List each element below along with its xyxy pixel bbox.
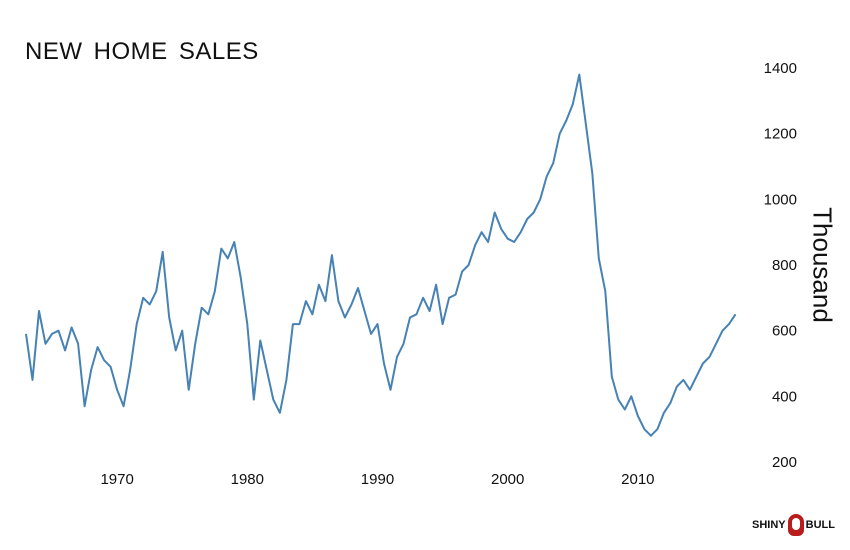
y-tick-label: 1200 bbox=[764, 126, 797, 143]
bull-icon bbox=[787, 514, 804, 536]
chart-title: NEW HOME SALES bbox=[25, 38, 259, 65]
logo-text-left: SHINY bbox=[752, 519, 786, 531]
shiny-bull-logo: SHINY BULL bbox=[752, 512, 835, 538]
y-tick-label: 200 bbox=[772, 454, 797, 471]
series-line bbox=[25, 73, 737, 437]
x-tick-label: 2010 bbox=[621, 471, 654, 488]
x-tick-label: 2000 bbox=[491, 471, 524, 488]
logo-text-right: BULL bbox=[805, 519, 835, 531]
y-tick-label: 600 bbox=[772, 323, 797, 340]
y-tick-label: 400 bbox=[772, 388, 797, 405]
x-tick-label: 1990 bbox=[361, 471, 394, 488]
x-tick-label: 1970 bbox=[100, 471, 133, 488]
x-tick-label: 1980 bbox=[231, 471, 264, 488]
x-axis-ticks: 1970 1980 1990 2000 2010 bbox=[100, 471, 654, 488]
y-tick-label: 800 bbox=[772, 257, 797, 274]
y-tick-label: 1000 bbox=[764, 191, 797, 208]
y-axis-ticks: 200 400 600 800 1000 1200 1400 bbox=[764, 60, 797, 471]
series-group bbox=[25, 73, 737, 437]
y-tick-label: 1400 bbox=[764, 60, 797, 77]
